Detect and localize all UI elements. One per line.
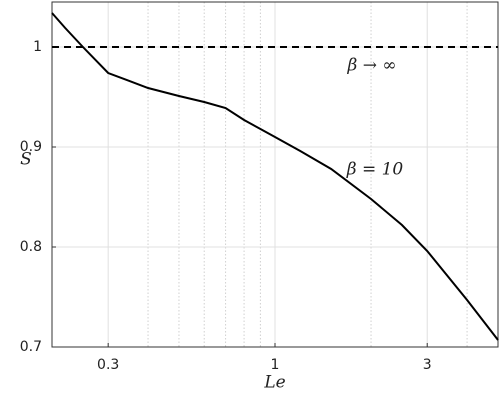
- y-tick-label: 0.8: [20, 239, 42, 255]
- x-axis-label: Le: [263, 373, 285, 393]
- y-tick-label: 1: [33, 39, 42, 55]
- annotation: β → ∞: [346, 56, 396, 76]
- y-axis-label: S: [20, 150, 32, 170]
- series-label: β = 10: [346, 160, 404, 180]
- x-tick-label: 0.3: [97, 357, 119, 373]
- x-tick-label: 1: [271, 357, 280, 373]
- plot-frame: [51, 1, 499, 348]
- y-tick-label: 0.7: [20, 339, 42, 355]
- x-tick-label: 3: [423, 357, 432, 373]
- y-tick-label: 0.9: [20, 139, 42, 155]
- line-series: [51, 12, 499, 341]
